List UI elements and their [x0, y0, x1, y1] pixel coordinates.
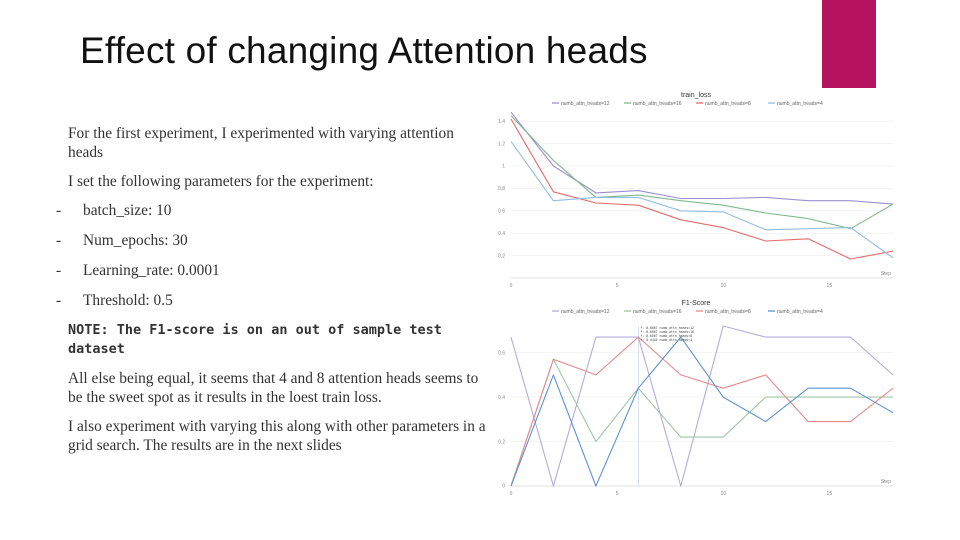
f1-score-x-tick: 5: [616, 491, 619, 497]
bullet-text: batch_size: 10: [83, 202, 172, 219]
f1-score-y-tick: 0.2: [498, 439, 505, 445]
bullet-marker: -: [56, 202, 62, 219]
f1-score-chart: F1-Score numb_attn_heads=12 numb_attn_head…: [491, 296, 901, 502]
params-intro-text: I set the following parameters for the e…: [68, 173, 374, 190]
f1-score-y-tick: 0.4: [498, 395, 505, 401]
f1-score-series-numb-attn-heads-4: [510, 336, 894, 487]
f1-score-legend-entry: numb_attn_heads=16: [633, 309, 682, 315]
train-loss-series-numb-attn-heads-4: [510, 141, 894, 259]
f1-score-x-tick: 15: [827, 491, 833, 497]
f1-score-series-numb-attn-heads-12: [510, 325, 894, 487]
bullet-batch-size: - batch_size: 10: [0, 201, 490, 220]
f1-score-y-tick: 0.6: [498, 350, 505, 356]
f1-score-legend-entry: numb_attn_heads=4: [777, 309, 823, 315]
intro-text: For the first experiment, I experimented…: [68, 125, 454, 161]
bullet-threshold: - Threshold: 0.5: [0, 291, 490, 310]
bullet-text: Threshold: 0.5: [83, 292, 173, 309]
f1-score-x-tick: 10: [720, 491, 726, 497]
bullet-text: Num_epochs: 30: [83, 232, 188, 249]
bullet-marker: -: [56, 232, 62, 249]
train-loss-legend-entry: numb_attn_heads=4: [777, 101, 823, 107]
bullet-learning-rate: - Learning_rate: 0.0001: [0, 261, 490, 280]
train-loss-x-tick: 15: [827, 283, 833, 289]
train-loss-y-tick: 0.8: [498, 186, 505, 192]
bullet-text: Learning_rate: 0.0001: [83, 262, 220, 279]
train-loss-x-tick: 5: [616, 283, 619, 289]
f1-score-tooltip-line: f: 0.6667 numb_attn_heads=12: [640, 326, 694, 330]
f1-score-tooltip-line: f: 0.6667 numb_attn_heads=8: [640, 334, 692, 338]
train-loss-legend-entry: numb_attn_heads=8: [705, 101, 751, 107]
next-slides-text: I also experiment with varying this alon…: [68, 418, 486, 454]
train-loss-legend-entry: numb_attn_heads=16: [633, 101, 682, 107]
train-loss-y-tick: 0.6: [498, 209, 505, 215]
train-loss-chart: train_loss numb_attn_heads=12 numb_attn_he…: [491, 88, 901, 290]
train-loss-series-numb-attn-heads-12: [510, 111, 894, 205]
train-loss-series-numb-attn-heads-16: [510, 115, 894, 230]
f1-score-y-tick: 0: [502, 484, 505, 490]
f1-score-x-tick: 0: [510, 491, 513, 497]
accent-bar: [822, 0, 876, 88]
slide-title: Effect of changing Attention heads: [80, 30, 648, 71]
bullet-marker: -: [56, 262, 62, 279]
bullet-marker: -: [56, 292, 62, 309]
train-loss-x-label: Step: [881, 271, 892, 277]
f1-score-series-numb-attn-heads-16: [510, 358, 893, 487]
f1-score-legend-entry: numb_attn_heads=12: [561, 309, 610, 315]
train-loss-y-tick: 1.4: [498, 119, 505, 125]
f1-score-title: F1-Score: [682, 300, 711, 307]
f1-score-x-label: Step: [881, 479, 892, 485]
train-loss-y-tick: 0.4: [498, 231, 505, 237]
train-loss-title: train_loss: [681, 92, 711, 99]
train-loss-x-tick: 10: [720, 283, 726, 289]
note-text: NOTE: The F1-score is on an out of sampl…: [68, 322, 442, 357]
bullet-num-epochs: - Num_epochs: 30: [0, 231, 490, 250]
train-loss-chart-svg: train_loss numb_attn_heads=12 numb_attn_he…: [498, 92, 894, 289]
train-loss-y-tick: 1.2: [498, 141, 505, 147]
train-loss-x-tick: 0: [510, 283, 513, 289]
f1-score-series-numb-attn-heads-8: [510, 336, 894, 487]
conclusion-text: All else being equal, it seems that 4 an…: [68, 370, 479, 406]
f1-score-tooltip-line: f: 0.6667 numb_attn_heads=16: [640, 330, 694, 334]
train-loss-y-tick: 1: [502, 164, 505, 170]
train-loss-y-tick: 0.2: [498, 253, 505, 259]
f1-score-legend-entry: numb_attn_heads=8: [705, 309, 751, 315]
f1-score-chart-svg: F1-Score numb_attn_heads=12 numb_attn_head…: [498, 300, 894, 497]
train-loss-legend-entry: numb_attn_heads=12: [561, 101, 610, 107]
body-text: For the first experiment, I experimented…: [0, 124, 490, 465]
train-loss-series-numb-attn-heads-8: [510, 118, 894, 260]
f1-score-tooltip-line: f: 0.4444 numb_attn_heads=4: [640, 338, 692, 342]
